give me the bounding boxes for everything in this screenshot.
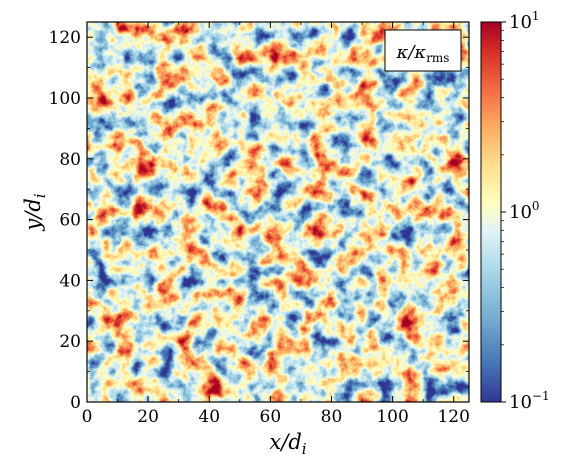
colorbar-tick-label: 100 [509,199,540,223]
y-tick-label: 120 [49,28,81,48]
x-tick-label: 40 [198,407,220,427]
heatmap-field [87,22,469,402]
x-tick-label: 120 [437,407,469,427]
y-tick-label: 80 [59,150,81,170]
x-axis-title: x/di [269,430,306,458]
y-tick-label: 0 [70,393,81,413]
y-tick-label: 60 [59,211,81,231]
y-axis-ticks: 0 20 40 60 80 100 120 [49,28,469,413]
y-tick-label: 100 [49,89,81,109]
colorbar-tick-label: 10−1 [509,389,550,413]
x-tick-label: 100 [376,407,408,427]
annotation-label: κ/κrms [396,42,450,65]
colorbar-ticks: 10−1 100 101 [501,9,550,413]
colorbar: 10−1 100 101 [480,9,550,413]
x-tick-label: 0 [82,407,93,427]
y-axis-title: y/di [21,193,49,231]
y-tick-label: 40 [59,271,81,291]
x-tick-label: 20 [137,407,159,427]
colorbar-gradient [480,21,502,403]
annotation-box: κ/κrms [384,29,462,72]
x-tick-label: 80 [321,407,343,427]
plot-frame [86,21,470,403]
x-tick-label: 60 [260,407,282,427]
y-tick-label: 20 [59,332,81,352]
colorbar-tick-label: 101 [509,9,540,33]
x-axis-ticks: 0 20 40 60 80 100 120 [82,22,470,427]
